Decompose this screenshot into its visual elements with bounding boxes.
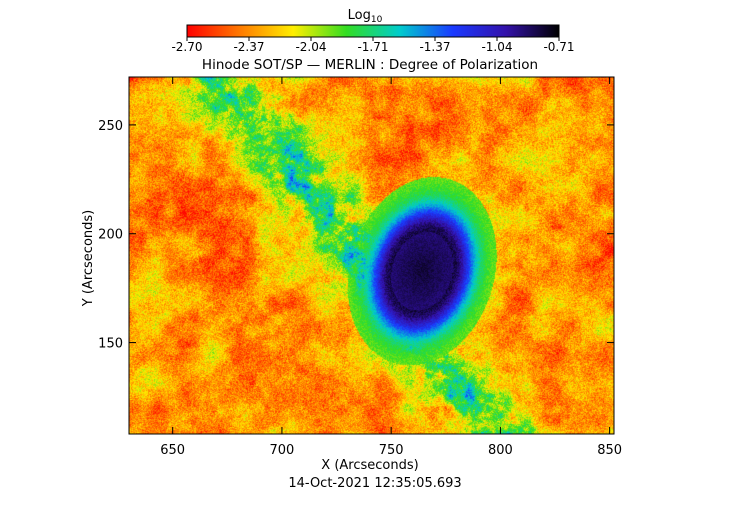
heatmap-image <box>129 77 614 434</box>
x-tick-label: 850 <box>597 443 622 458</box>
colorbar-tick-label: -1.04 <box>481 40 512 54</box>
x-tick-label: 750 <box>379 443 404 458</box>
colorbar-tick-label: -2.04 <box>295 40 326 54</box>
y-tick-label: 250 <box>98 119 123 134</box>
colorbar-tick-label: -1.71 <box>357 40 388 54</box>
colorbar-tick-label: -2.70 <box>171 40 202 54</box>
colorbar-tick-label: -1.37 <box>419 40 450 54</box>
x-tick-label: 650 <box>160 443 185 458</box>
colorbar-label: Log10 <box>348 8 383 25</box>
x-tick-label: 700 <box>270 443 295 458</box>
y-axis-label: Y (Arcseconds) <box>81 210 96 307</box>
colorbar-ticks: -2.70 -2.37 -2.04 -1.71 -1.37 -1.04 -0.71 <box>171 37 575 54</box>
colorbar-tick-label: -0.71 <box>543 40 574 54</box>
colorbar <box>186 24 560 38</box>
y-tick-label: 200 <box>98 228 123 243</box>
chart-title: Hinode SOT/SP — MERLIN : Degree of Polar… <box>202 57 538 73</box>
y-tick-label: 150 <box>98 337 123 352</box>
colorbar-tick-label: -2.37 <box>233 40 264 54</box>
x-axis-label: X (Arcseconds) <box>321 458 418 473</box>
x-axis: 650 700 750 800 850 <box>160 77 622 458</box>
y-axis: 150 200 250 <box>98 119 614 352</box>
plot-area <box>128 76 615 435</box>
x-tick-label: 800 <box>488 443 513 458</box>
plot-frame <box>128 76 615 435</box>
timestamp: 14-Oct-2021 12:35:05.693 <box>288 476 461 491</box>
